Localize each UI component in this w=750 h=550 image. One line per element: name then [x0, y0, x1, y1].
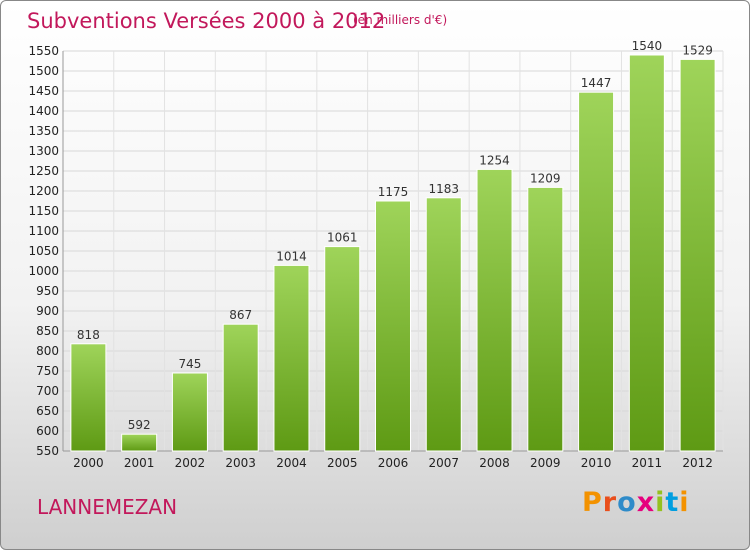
- bar-2007[interactable]: [425, 197, 462, 452]
- x-tick-label-2007: 2007: [428, 456, 459, 470]
- chart-title: Subventions Versées 2000 à 2012: [27, 9, 386, 33]
- bar-2008[interactable]: [476, 168, 513, 452]
- data-label-2010: 1447: [581, 76, 612, 90]
- bar-2000[interactable]: [70, 343, 107, 452]
- y-tick-label: 700: [36, 384, 59, 398]
- y-tick-label: 1100: [28, 224, 59, 238]
- bar-2003[interactable]: [222, 323, 259, 452]
- x-tick-label-2001: 2001: [124, 456, 155, 470]
- x-tick-label-2009: 2009: [530, 456, 561, 470]
- bar-2010[interactable]: [578, 91, 615, 452]
- data-label-2005: 1061: [327, 231, 358, 245]
- x-tick-label-2002: 2002: [175, 456, 206, 470]
- data-label-2006: 1175: [378, 185, 409, 199]
- x-tick-label-2000: 2000: [73, 456, 104, 470]
- data-label-2009: 1209: [530, 171, 561, 185]
- y-tick-label: 1050: [28, 244, 59, 258]
- y-tick-label: 1250: [28, 164, 59, 178]
- y-tick-label: 1200: [28, 184, 59, 198]
- x-tick-label-2004: 2004: [276, 456, 307, 470]
- data-label-2002: 745: [178, 357, 201, 371]
- y-tick-label: 650: [36, 404, 59, 418]
- y-tick-label: 1550: [28, 44, 59, 58]
- y-tick-label: 1450: [28, 84, 59, 98]
- x-tick-label-2003: 2003: [225, 456, 256, 470]
- proxiti-logo[interactable]: Proxiti: [582, 487, 690, 518]
- data-label-2001: 592: [128, 418, 151, 432]
- bar-2005[interactable]: [324, 246, 361, 452]
- bar-2012[interactable]: [679, 58, 716, 452]
- data-label-2011: 1540: [632, 39, 663, 53]
- x-tick-label-2005: 2005: [327, 456, 358, 470]
- y-tick-label: 850: [36, 324, 59, 338]
- y-tick-label: 1300: [28, 144, 59, 158]
- x-tick-label-2011: 2011: [632, 456, 663, 470]
- x-tick-label-2006: 2006: [378, 456, 409, 470]
- y-tick-label: 800: [36, 344, 59, 358]
- town-name: LANNEMEZAN: [37, 495, 178, 519]
- data-label-2000: 818: [77, 328, 100, 342]
- data-label-2004: 1014: [276, 249, 307, 263]
- y-tick-label: 900: [36, 304, 59, 318]
- y-tick-label: 550: [36, 444, 59, 458]
- x-tick-label-2008: 2008: [479, 456, 510, 470]
- data-label-2007: 1183: [428, 182, 459, 196]
- y-tick-label: 1500: [28, 64, 59, 78]
- y-tick-label: 600: [36, 424, 59, 438]
- x-tick-label-2012: 2012: [682, 456, 713, 470]
- data-label-2003: 867: [229, 308, 252, 322]
- y-tick-label: 1400: [28, 104, 59, 118]
- y-tick-label: 750: [36, 364, 59, 378]
- y-tick-label: 1150: [28, 204, 59, 218]
- data-label-2012: 1529: [682, 43, 713, 57]
- y-tick-label: 1000: [28, 264, 59, 278]
- bar-2001[interactable]: [121, 433, 158, 452]
- chart-subtitle: (en milliers d'€): [353, 13, 448, 27]
- y-tick-label: 1350: [28, 124, 59, 138]
- bar-2011[interactable]: [628, 54, 665, 452]
- data-label-2008: 1254: [479, 153, 510, 167]
- x-tick-label-2010: 2010: [581, 456, 612, 470]
- bar-2006[interactable]: [375, 200, 411, 452]
- bar-2009[interactable]: [527, 186, 564, 452]
- bar-2004[interactable]: [273, 264, 310, 452]
- y-tick-label: 950: [36, 284, 59, 298]
- bar-2002[interactable]: [171, 372, 208, 452]
